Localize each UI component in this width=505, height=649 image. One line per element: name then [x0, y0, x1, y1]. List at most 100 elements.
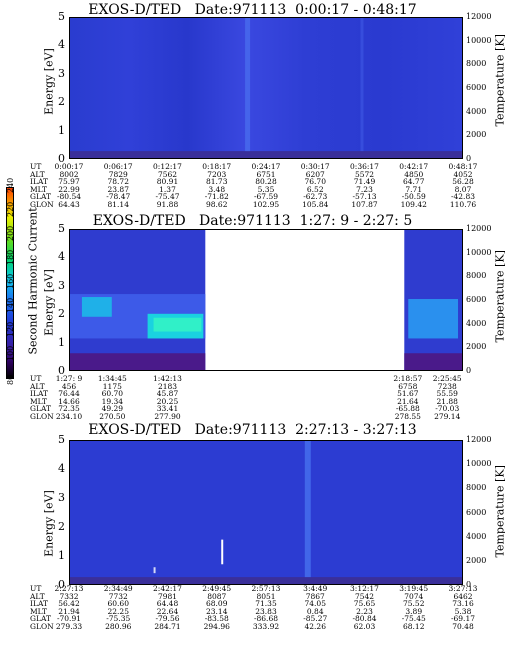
energy-tick: 2: [58, 95, 65, 109]
ephemeris-cell: -70.03: [435, 404, 460, 413]
ephemeris-cell: 0:36:17: [350, 162, 379, 171]
energy-tick: 2: [58, 520, 65, 533]
energy-tick: 1: [58, 549, 65, 562]
ephemeris-cell: -75.35: [106, 614, 131, 623]
panel-1-background: [70, 18, 462, 158]
ephemeris-cell: 22.99: [58, 184, 80, 194]
ephemeris-cell: -50.59: [401, 192, 426, 201]
temperature-tick: 0: [466, 366, 472, 375]
ephemeris-cell: 0:42:17: [399, 162, 429, 171]
ephemeris-cell: 3:19:45: [399, 584, 429, 593]
ephemeris-cell: 42.26: [304, 621, 326, 631]
panel-2-band: [408, 299, 459, 339]
ephemeris-row-label: ALT: [30, 381, 45, 391]
ephemeris-row-label: MLT: [30, 396, 48, 406]
energy-tick: 5: [58, 222, 65, 235]
ephemeris-cell: 3.48: [208, 184, 226, 194]
panel-3: EXOS-D/TED Date:971113 2:27:13 - 3:27:13…: [0, 422, 505, 649]
ephemeris-cell: 23.14: [206, 606, 228, 616]
ephemeris-row-label: UT: [30, 374, 42, 383]
ephemeris-cell: 1175: [102, 381, 122, 391]
ephemeris-cell: 80.91: [156, 177, 179, 186]
temperature-tick: 10000: [466, 35, 492, 45]
ephemeris-cell: 7981: [157, 591, 178, 601]
ephemeris-cell: -75.47: [155, 192, 180, 201]
ephemeris-cell: -86.68: [253, 614, 278, 623]
panel-3-lowband: [70, 577, 462, 584]
ephemeris-cell: 72.35: [58, 404, 80, 413]
ephemeris-cell: 74.05: [304, 599, 326, 608]
ephemeris-cell: 0:24:17: [251, 162, 281, 171]
energy-tick: 0: [58, 364, 65, 377]
ephemeris-cell: 76.44: [58, 389, 80, 398]
ephemeris-cell: 56.42: [58, 599, 80, 608]
panel-2: EXOS-D/TED Date:971113 1:27: 9 - 2:27: 5…: [0, 212, 505, 427]
panel-2-title: EXOS-D/TED Date:971113 1:27: 9 - 2:27: 5: [92, 213, 413, 229]
ephemeris-cell: 0.84: [306, 606, 324, 616]
ephemeris-cell: 60.60: [107, 599, 129, 608]
ephemeris-cell: 5572: [354, 169, 375, 179]
ephemeris-cell: 2.23: [356, 606, 373, 616]
ephemeris-cell: 5.38: [454, 606, 472, 616]
temperature-tick: 8000: [466, 271, 487, 281]
ephemeris-cell: 8.07: [454, 184, 472, 194]
ephemeris-cell: 6758: [398, 381, 418, 391]
ephemeris-cell: 2:18:57: [393, 374, 423, 383]
ephemeris-cell: 7542: [354, 591, 375, 601]
energy-tick: 3: [58, 278, 65, 292]
energy-tick: 1: [58, 335, 65, 349]
ephemeris-cell: 0:12:17: [153, 162, 182, 171]
panel-2-band-core: [153, 317, 202, 332]
ephemeris-cell: 0:30:17: [300, 162, 330, 171]
panel-2-lowband: [70, 353, 206, 370]
ephemeris-cell: 2183: [157, 381, 178, 391]
ephemeris-cell: 75.97: [58, 177, 80, 186]
temperature-tick: 4000: [466, 531, 487, 541]
temperature-tick: 12000: [466, 224, 492, 233]
temperature-tick: 4000: [466, 106, 487, 116]
ephemeris-cell: 270.50: [99, 411, 126, 421]
ephemeris-cell: 64.77: [403, 177, 425, 186]
ephemeris-cell: 56.28: [452, 177, 474, 186]
temperature-tick: 12000: [466, 12, 492, 21]
ephemeris-cell: 91.88: [156, 199, 179, 209]
energy-tick: 3: [58, 491, 65, 504]
panel-2-lowband: [404, 353, 462, 370]
temperature-tick: 6000: [466, 507, 487, 517]
ephemeris-cell: 1:34:45: [97, 374, 127, 383]
colorbar: [6, 187, 14, 379]
ephemeris-cell: 102.95: [252, 199, 280, 209]
ephemeris-cell: 98.62: [206, 199, 228, 209]
ephemeris-cell: 78.72: [107, 177, 129, 186]
ephemeris-cell: 81.14: [107, 199, 129, 209]
panel-3-marker: [153, 567, 156, 574]
ephemeris-cell: 7.23: [356, 184, 373, 194]
ephemeris-cell: -69.17: [450, 614, 475, 623]
panel-3-title: EXOS-D/TED Date:971113 2:27:13 - 3:27:13: [88, 422, 417, 438]
ephemeris-row-label: ILAT: [30, 177, 48, 186]
ephemeris-cell: 55.59: [436, 389, 458, 398]
ephemeris-cell: 234.10: [55, 411, 83, 421]
ephemeris-row-label: ALT: [30, 169, 45, 179]
ephemeris-cell: 76.70: [304, 177, 326, 186]
ephemeris-cell: 5.35: [257, 184, 275, 194]
ephemeris-cell: 8002: [59, 169, 79, 179]
ephemeris-cell: 81.73: [206, 177, 228, 186]
ephemeris-row-label: GLAT: [30, 614, 51, 623]
ephemeris-cell: 3:12:17: [350, 584, 379, 593]
ephemeris-cell: 0:48:17: [448, 162, 478, 171]
panel-1-spectrogram: [69, 17, 463, 159]
ephemeris-cell: 105.84: [302, 199, 329, 209]
energy-tick: 5: [58, 433, 65, 446]
ephemeris-cell: 71.49: [353, 177, 376, 186]
ephemeris-row-label: UT: [30, 162, 42, 171]
panel-1-streak: [245, 18, 251, 152]
ephemeris-cell: 7.71: [405, 184, 423, 194]
ephemeris-cell: 6462: [453, 591, 473, 601]
ephemeris-cell: 22.64: [156, 606, 179, 616]
temperature-tick: 8000: [466, 59, 487, 69]
energy-tick: 0: [58, 578, 65, 591]
ephemeris-cell: 23.87: [107, 184, 129, 194]
ephemeris-cell: -78.47: [106, 192, 131, 201]
ephemeris-cell: 68.12: [403, 621, 425, 631]
